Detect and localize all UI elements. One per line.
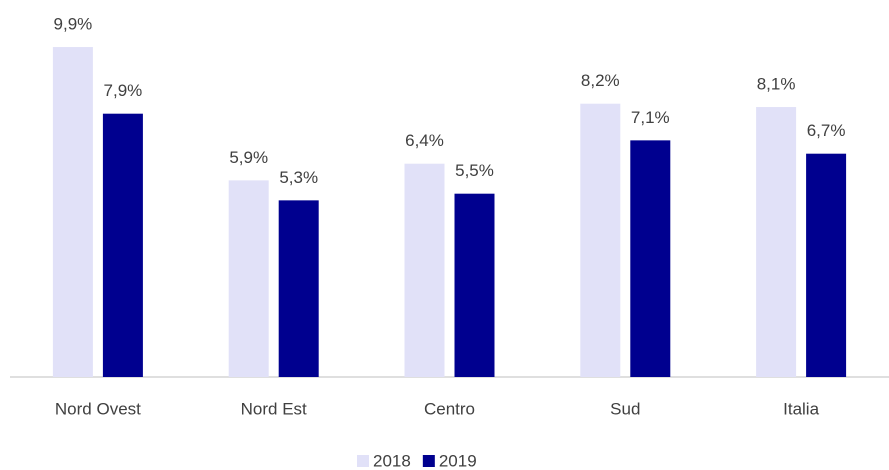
value-label: 7,9% xyxy=(104,81,143,100)
bar xyxy=(102,113,143,378)
value-label: 7,1% xyxy=(631,108,670,127)
x-tick-label: Nord Ovest xyxy=(55,399,141,418)
x-tick-label: Sud xyxy=(610,399,640,418)
value-label: 6,4% xyxy=(405,131,444,150)
value-label: 8,1% xyxy=(757,75,796,94)
value-label: 5,5% xyxy=(455,161,494,180)
bar xyxy=(404,163,445,377)
value-label: 8,2% xyxy=(581,71,620,90)
value-label: 6,7% xyxy=(807,121,846,140)
value-label: 5,9% xyxy=(229,148,268,167)
bar xyxy=(806,153,847,377)
bar xyxy=(52,47,93,378)
bar xyxy=(630,140,671,377)
bar xyxy=(278,200,319,377)
x-tick-label: Centro xyxy=(424,399,475,418)
legend-label: 2018 xyxy=(373,451,411,470)
legend-label: 2019 xyxy=(439,451,477,470)
bar xyxy=(454,193,495,377)
bar xyxy=(228,180,269,377)
x-tick-label: Nord Est xyxy=(241,399,307,418)
bar xyxy=(580,103,621,377)
legend-swatch xyxy=(422,455,435,467)
x-tick-label: Italia xyxy=(783,399,819,418)
bar xyxy=(756,107,797,377)
value-label: 9,9% xyxy=(54,15,93,34)
value-label: 5,3% xyxy=(279,168,318,187)
legend-swatch xyxy=(357,455,369,467)
